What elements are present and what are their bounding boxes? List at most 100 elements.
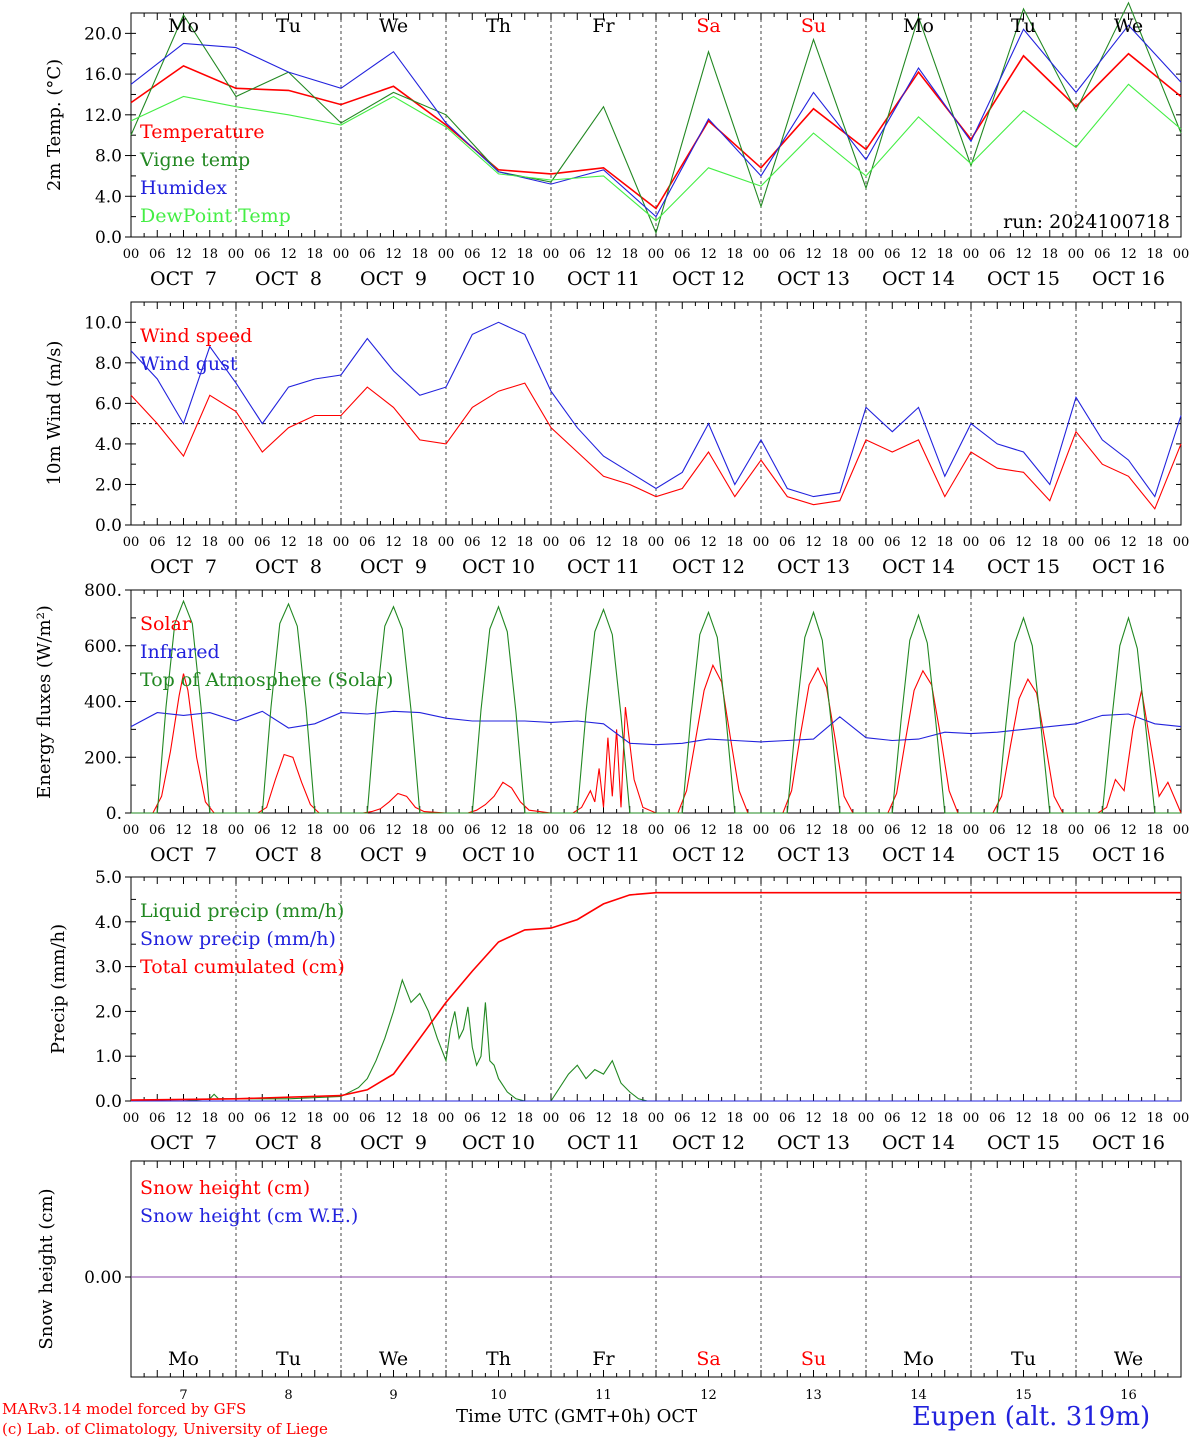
day-label: OCT 16 — [1092, 844, 1165, 866]
meteogram-panels: 0.0 4.0 8.0 12.0 16.0 20.0 2m Temp. (°C) Temper… — [34, 1, 1190, 1403]
day-number-label: 16 — [1120, 1388, 1137, 1403]
hour-tick-label: 00 — [963, 535, 980, 550]
y-tick-label: 3.0 — [95, 958, 122, 978]
hour-tick-label: 18 — [936, 247, 953, 262]
hour-tick-label: 00 — [858, 823, 875, 838]
hour-tick-label: 06 — [884, 823, 901, 838]
day-number-label: 14 — [910, 1388, 927, 1403]
day-number-label: 7 — [179, 1388, 187, 1403]
y-tick-label: 1.0 — [95, 1047, 122, 1067]
weekday-label: Tu — [276, 1348, 301, 1370]
hour-tick-label: 12 — [490, 1111, 507, 1126]
day-label: OCT 13 — [777, 556, 850, 578]
weekday-label: Su — [801, 15, 826, 37]
day-label: OCT 11 — [567, 268, 640, 290]
hour-tick-label: 18 — [201, 1111, 218, 1126]
weekday-label: Th — [486, 1348, 511, 1370]
y-tick-label: 0.00 — [84, 1268, 122, 1288]
day-label: OCT 7 — [150, 844, 217, 866]
hour-tick-label: 12 — [490, 823, 507, 838]
hour-tick-label: 06 — [884, 535, 901, 550]
hour-tick-label: 12 — [700, 535, 717, 550]
hour-tick-label: 00 — [753, 1111, 770, 1126]
y-tick-label: 4.0 — [95, 435, 122, 455]
hour-tick-label: 00 — [1068, 535, 1085, 550]
y-tick-label: 16.0 — [84, 65, 122, 85]
y-axis-label: 2m Temp. (°C) — [44, 59, 65, 191]
hour-tick-label: 18 — [621, 1111, 638, 1126]
hour-tick-label: 06 — [149, 247, 166, 262]
hour-tick-label: 18 — [726, 823, 743, 838]
legend-snow-height-cm-w-e-: Snow height (cm W.E.) — [140, 1205, 358, 1227]
y-tick-label: 6.0 — [95, 394, 122, 414]
day-label: OCT 12 — [672, 1132, 745, 1154]
hour-tick-label: 00 — [123, 535, 140, 550]
day-label: OCT 15 — [987, 268, 1060, 290]
series-humidex — [130, 24, 1182, 218]
day-label: OCT 8 — [255, 844, 322, 866]
day-label: OCT 11 — [567, 844, 640, 866]
day-label: OCT 16 — [1092, 556, 1165, 578]
hour-tick-label: 00 — [753, 823, 770, 838]
hour-tick-label: 12 — [805, 247, 822, 262]
weekday-label: We — [379, 15, 408, 37]
y-tick-label: 0.0 — [95, 516, 122, 536]
hour-tick-label: 12 — [595, 1111, 612, 1126]
day-label: OCT 14 — [882, 1132, 955, 1154]
hour-tick-label: 06 — [779, 535, 796, 550]
panel-4: 0.0 1.0 2.0 3.0 4.0 5.0 Precip (mm/h) Liquid pr… — [48, 868, 1189, 1154]
hour-tick-label: 06 — [254, 535, 271, 550]
hour-tick-label: 00 — [543, 823, 560, 838]
day-label: OCT 7 — [150, 556, 217, 578]
y-axis-label: Energy fluxes (W/m²) — [34, 605, 55, 799]
hour-tick-label: 18 — [411, 823, 428, 838]
hour-tick-label: 18 — [1041, 1111, 1058, 1126]
hour-tick-label: 00 — [1068, 1111, 1085, 1126]
hour-tick-label: 00 — [228, 1111, 245, 1126]
legend-liquid-precip-mm-h-: Liquid precip (mm/h) — [140, 900, 344, 922]
weekday-label: Tu — [1011, 1348, 1036, 1370]
day-label: OCT 7 — [150, 268, 217, 290]
hour-tick-label: 00 — [648, 1111, 665, 1126]
day-number-label: 10 — [490, 1388, 507, 1403]
legend-wind-speed: Wind speed — [140, 325, 252, 347]
hour-tick-label: 18 — [306, 1111, 323, 1126]
day-label: OCT 13 — [777, 844, 850, 866]
hour-tick-label: 12 — [805, 823, 822, 838]
day-label: OCT 8 — [255, 268, 322, 290]
weekday-label: We — [379, 1348, 408, 1370]
day-label: OCT 15 — [987, 1132, 1060, 1154]
series-liquid-precip-mm-h- — [131, 978, 1181, 1102]
day-label: OCT 13 — [777, 1132, 850, 1154]
panel-frame — [130, 12, 1182, 238]
day-number-label: 12 — [700, 1388, 717, 1403]
hour-tick-label: 06 — [989, 535, 1006, 550]
hour-tick-label: 00 — [858, 247, 875, 262]
hour-tick-label: 00 — [438, 1111, 455, 1126]
legend-snow-height-cm-: Snow height (cm) — [140, 1177, 310, 1199]
hour-tick-label: 06 — [989, 823, 1006, 838]
hour-tick-label: 12 — [385, 247, 402, 262]
legend-infrared: Infrared — [140, 641, 220, 663]
hour-tick-label: 06 — [779, 247, 796, 262]
day-label: OCT 16 — [1092, 268, 1165, 290]
y-tick-label: 8.0 — [95, 354, 122, 374]
hour-tick-label: 12 — [1120, 247, 1137, 262]
y-tick-label: 4.0 — [95, 187, 122, 207]
hour-tick-label: 18 — [516, 1111, 533, 1126]
y-tick-label: 2.0 — [95, 475, 122, 495]
weekday-label: Mo — [168, 1348, 199, 1370]
run-label: run: 2024100718 — [1003, 211, 1170, 233]
day-label: OCT 16 — [1092, 1132, 1165, 1154]
weekday-label: Mo — [903, 1348, 934, 1370]
hour-tick-label: 06 — [149, 1111, 166, 1126]
hour-tick-label: 18 — [1041, 823, 1058, 838]
y-tick-label: 4.0 — [95, 913, 122, 933]
hour-tick-label: 18 — [516, 823, 533, 838]
weekday-label: Th — [486, 15, 511, 37]
day-label: OCT 13 — [777, 268, 850, 290]
hour-tick-label: 00 — [1173, 247, 1190, 262]
series-wind-gust — [130, 321, 1182, 498]
hour-tick-label: 06 — [359, 535, 376, 550]
hour-tick-label: 06 — [674, 535, 691, 550]
